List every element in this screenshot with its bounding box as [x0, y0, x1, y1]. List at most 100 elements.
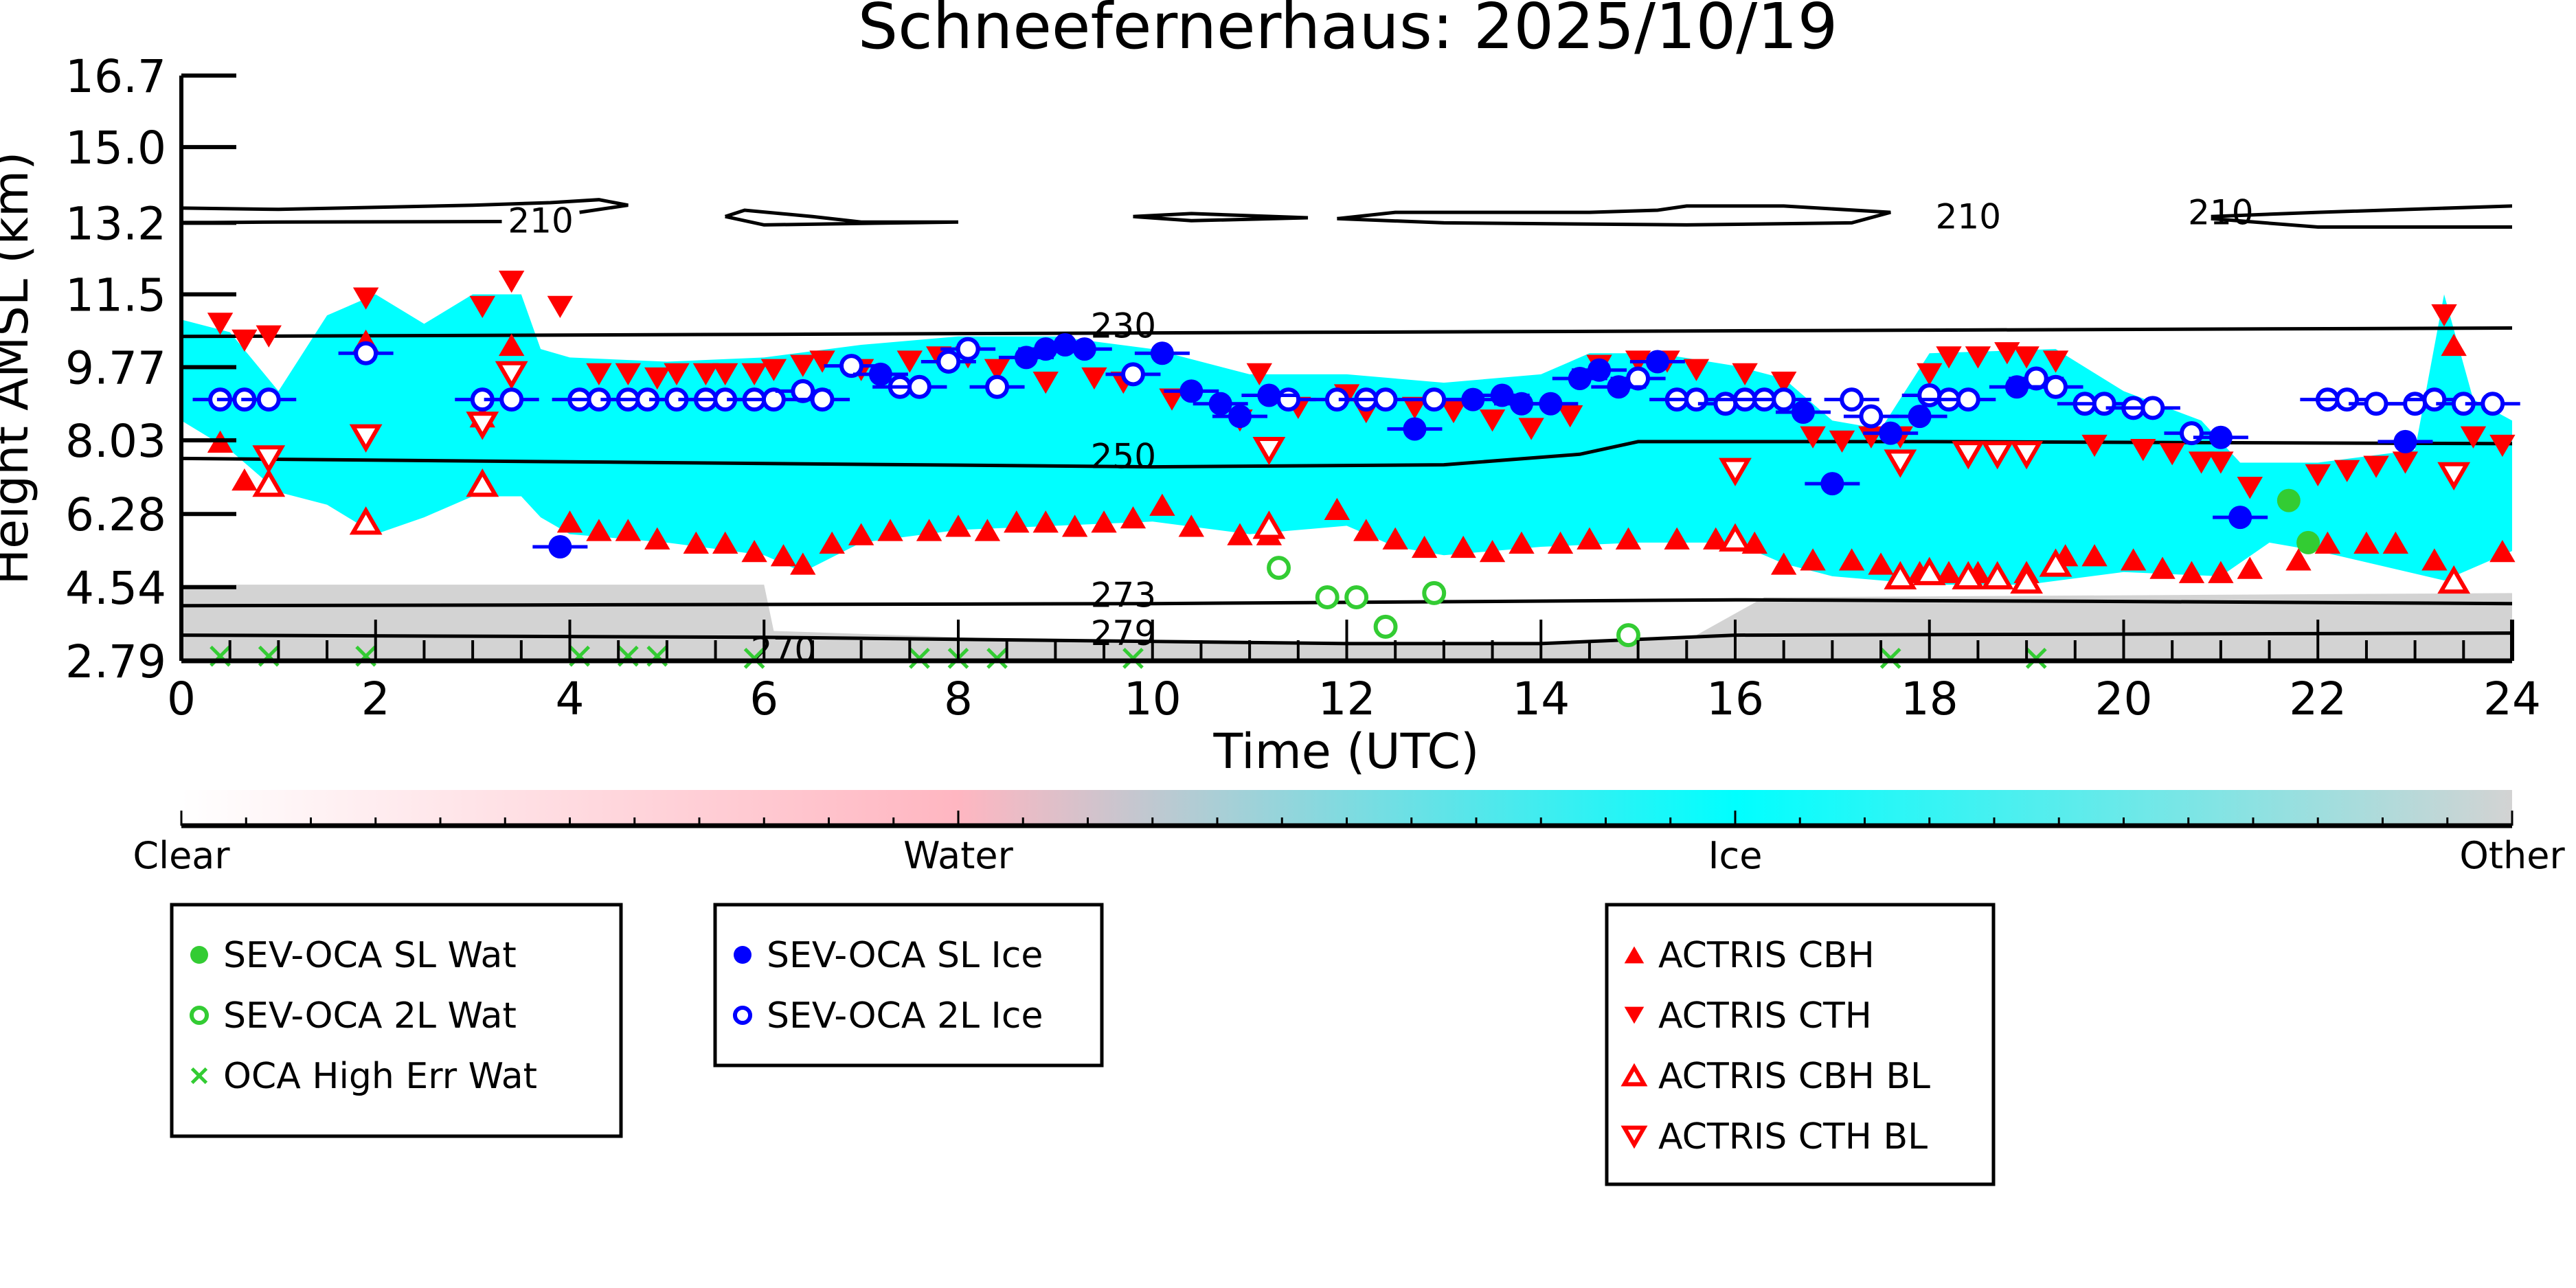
data-point [256, 325, 282, 348]
contour-line [724, 208, 959, 227]
contour-line [181, 326, 2512, 339]
data-point [1228, 405, 1252, 429]
contour-label: 279 [1091, 613, 1156, 653]
y-tick-label: 4.54 [65, 562, 166, 615]
data-point [839, 354, 863, 379]
data-point [1479, 409, 1506, 432]
data-point [1917, 383, 1942, 407]
contour-label: 210 [1936, 196, 2001, 236]
data-point [1150, 341, 1174, 365]
data-point [2392, 451, 2419, 474]
data-point [1994, 342, 2020, 365]
data-point [1884, 561, 1917, 590]
series-sev-oca-sl-ice [532, 333, 2433, 559]
legend-item: ACTRIS CBH [1624, 935, 1875, 976]
legend-marker [1620, 1063, 1648, 1087]
data-point [1703, 527, 1729, 550]
legend-frame [170, 903, 623, 1138]
data-point [1615, 527, 1642, 550]
legend-marker [734, 946, 752, 964]
data-point [207, 313, 234, 335]
legend-item: SEV-OCA SL Ice [734, 935, 1043, 976]
data-point [986, 647, 1008, 669]
data-point [1208, 392, 1232, 416]
legend-item: OCA High Err Wat [190, 1056, 537, 1097]
legend-label: ACTRIS CTH [1658, 995, 1872, 1037]
data-point [2004, 375, 2029, 399]
data-point [896, 350, 923, 373]
data-point [2208, 425, 2233, 449]
x-tick-label: 24 [2483, 673, 2541, 725]
data-point [692, 363, 719, 386]
data-point [2437, 462, 2471, 491]
data-point [1791, 400, 1815, 425]
legends: SEV-OCA SL Wat SEV-OCA 2L Wat OCA High Err… [170, 903, 1996, 1186]
contour-label: 250 [1091, 437, 1156, 477]
data-point [2025, 647, 2047, 669]
data-point [644, 367, 670, 390]
data-point [466, 468, 499, 497]
data-point [548, 535, 572, 559]
legend-marker [189, 1005, 210, 1026]
contour-label: 210 [2188, 192, 2253, 232]
data-point [2159, 443, 2185, 466]
data-point [2296, 530, 2320, 554]
data-point [1868, 552, 1894, 575]
data-point [1373, 614, 1398, 639]
data-point [1588, 358, 1612, 382]
data-point [1509, 392, 1533, 416]
contour-line [2211, 204, 2512, 218]
data-point [2335, 387, 2360, 412]
data-point [1838, 548, 1865, 571]
data-point [1607, 375, 1631, 399]
legend-item: ACTRIS CBH BL [1620, 1056, 1930, 1097]
data-point [1829, 430, 1855, 453]
data-point [1879, 421, 1903, 445]
data-point [1461, 387, 1485, 411]
data-point [1344, 585, 1369, 609]
y-tick-label: 8.03 [65, 415, 166, 468]
data-point [1539, 392, 1563, 416]
legend-label: SEV-OCA SL Wat [223, 935, 517, 976]
data-point [1246, 363, 1272, 386]
data-point [2039, 548, 2072, 577]
data-point [1072, 337, 1096, 361]
data-point [1577, 527, 1603, 550]
data-point [984, 359, 1010, 381]
data-point [2276, 488, 2301, 512]
chart-title: Schneefernerhaus: 2025/10/19 [858, 0, 1838, 63]
legend-label: SEV-OCA SL Ice [767, 935, 1043, 976]
data-point [1179, 379, 1204, 403]
data-point [1557, 405, 1583, 428]
x-tick-label: 8 [944, 673, 973, 725]
data-point [985, 374, 1010, 399]
data-point [1324, 497, 1351, 521]
data-point [743, 647, 765, 669]
data-point [499, 387, 524, 412]
data-point [1719, 457, 1752, 486]
data-point [231, 329, 258, 352]
x-tick-label: 4 [556, 673, 585, 725]
legend-item: ACTRIS CTH [1624, 995, 1872, 1037]
y-tick-label: 6.28 [65, 488, 166, 541]
data-point [1917, 363, 1943, 386]
y-tick-label: 9.77 [65, 341, 166, 394]
data-point [349, 424, 383, 453]
data-point [586, 363, 612, 386]
data-point [2180, 421, 2204, 446]
data-point [712, 363, 738, 386]
data-point [2285, 548, 2312, 571]
data-point [1061, 515, 1088, 537]
data-point [2393, 429, 2417, 453]
data-point [916, 519, 942, 541]
data-point [1411, 535, 1438, 558]
data-point [1879, 647, 1901, 669]
data-point [1800, 426, 1826, 449]
data-point [1956, 387, 1980, 412]
x-tick-label: 0 [167, 673, 196, 725]
legend-frame [713, 903, 1104, 1067]
series-sev-oca-2l-ice [192, 337, 2520, 446]
data-point [1440, 400, 1467, 424]
data-point [1178, 515, 1204, 537]
legend-marker [190, 946, 208, 964]
